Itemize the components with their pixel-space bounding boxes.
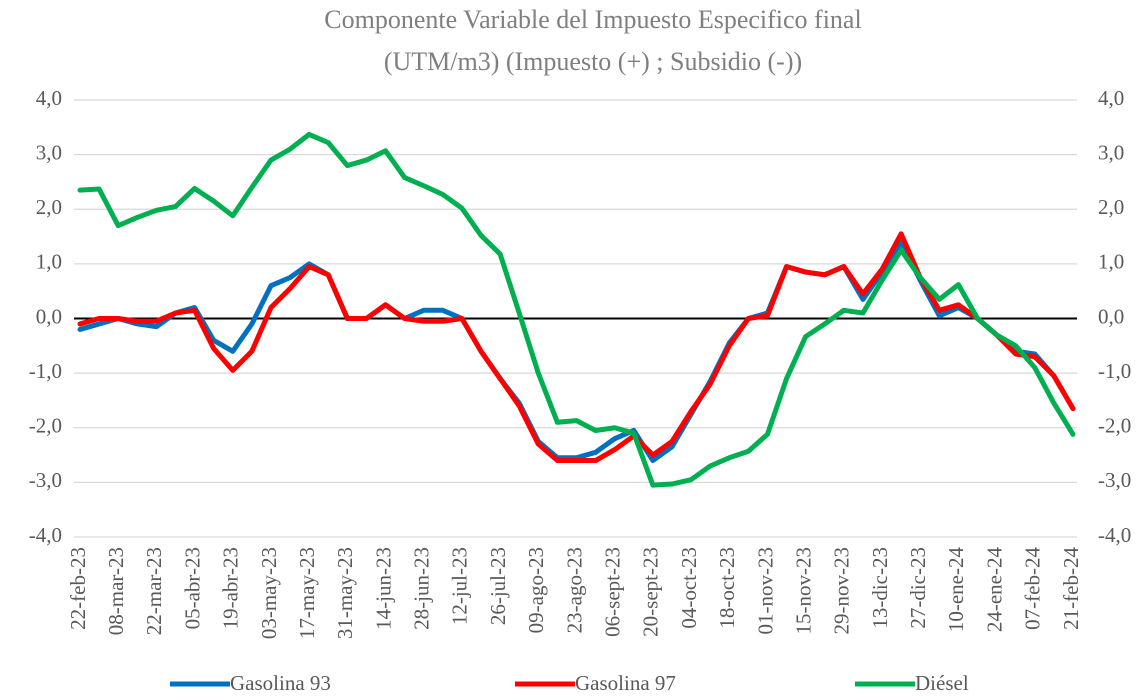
y-tick-label: 3,0 xyxy=(36,140,62,164)
chart-title: Componente Variable del Impuesto Especif… xyxy=(324,5,861,34)
y-tick-label: 1,0 xyxy=(36,250,62,274)
x-tick-label: 20-sept-23 xyxy=(639,547,663,637)
y2-tick-label: 1,0 xyxy=(1098,250,1124,274)
x-tick-label: 01-nov-23 xyxy=(753,547,777,635)
y2-tick-label: -1,0 xyxy=(1098,359,1131,383)
x-tick-label: 29-nov-23 xyxy=(830,547,854,635)
x-tick-label: 19-abr-23 xyxy=(219,547,243,629)
x-tick-label: 15-nov-23 xyxy=(791,547,815,635)
x-tick-label: 22-mar-23 xyxy=(142,547,166,635)
legend-label: Diésel xyxy=(915,671,969,695)
y-tick-label: -4,0 xyxy=(29,523,62,547)
x-tick-label: 10-ene-24 xyxy=(944,547,968,633)
x-tick-label: 04-oct-23 xyxy=(677,547,701,629)
x-tick-label: 07-feb-24 xyxy=(1021,547,1045,630)
x-tick-label: 24-ene-24 xyxy=(982,547,1006,633)
x-tick-label: 06-sept-23 xyxy=(601,547,625,637)
x-tick-label: 23-ago-23 xyxy=(562,547,586,633)
y-tick-label: -1,0 xyxy=(29,359,62,383)
y2-tick-label: -2,0 xyxy=(1098,414,1131,438)
series-line xyxy=(77,231,1076,464)
y2-tick-label: -4,0 xyxy=(1098,523,1131,547)
x-tick-label: 28-jun-23 xyxy=(410,547,434,630)
chart-subtitle: (UTM/m3) (Impuesto (+) ; Subsidio (-)) xyxy=(384,47,802,76)
x-tick-label: 09-ago-23 xyxy=(524,547,548,633)
y-tick-label: -3,0 xyxy=(29,468,62,492)
x-tick-label: 27-dic-23 xyxy=(906,547,930,629)
y2-tick-label: 4,0 xyxy=(1098,86,1124,110)
x-tick-label: 26-jul-23 xyxy=(486,547,510,625)
series-line xyxy=(77,239,1076,464)
y-tick-label: -2,0 xyxy=(29,414,62,438)
x-tick-label: 08-mar-23 xyxy=(104,547,128,635)
x-tick-label: 17-may-23 xyxy=(295,547,319,639)
y2-tick-label: 0,0 xyxy=(1098,304,1124,328)
y2-tick-label: 3,0 xyxy=(1098,140,1124,164)
y-tick-label: 2,0 xyxy=(36,195,62,219)
x-tick-label: 18-oct-23 xyxy=(715,547,739,629)
x-tick-label: 12-jul-23 xyxy=(448,547,472,625)
x-tick-label: 05-abr-23 xyxy=(180,547,204,629)
x-tick-label: 14-jun-23 xyxy=(371,547,395,630)
y-tick-label: 4,0 xyxy=(36,86,62,110)
legend-label: Gasolina 93 xyxy=(230,671,331,695)
y2-tick-label: 2,0 xyxy=(1098,195,1124,219)
x-tick-label: 21-feb-24 xyxy=(1059,547,1083,630)
x-tick-label: 13-dic-23 xyxy=(868,547,892,629)
series-line xyxy=(77,131,1076,488)
y2-tick-label: -3,0 xyxy=(1098,468,1131,492)
y-tick-label: 0,0 xyxy=(36,304,62,328)
x-tick-label: 31-may-23 xyxy=(333,547,357,639)
x-tick-label: 03-may-23 xyxy=(257,547,281,639)
legend-label: Gasolina 97 xyxy=(575,671,676,695)
x-tick-label: 22-feb-23 xyxy=(66,547,90,630)
